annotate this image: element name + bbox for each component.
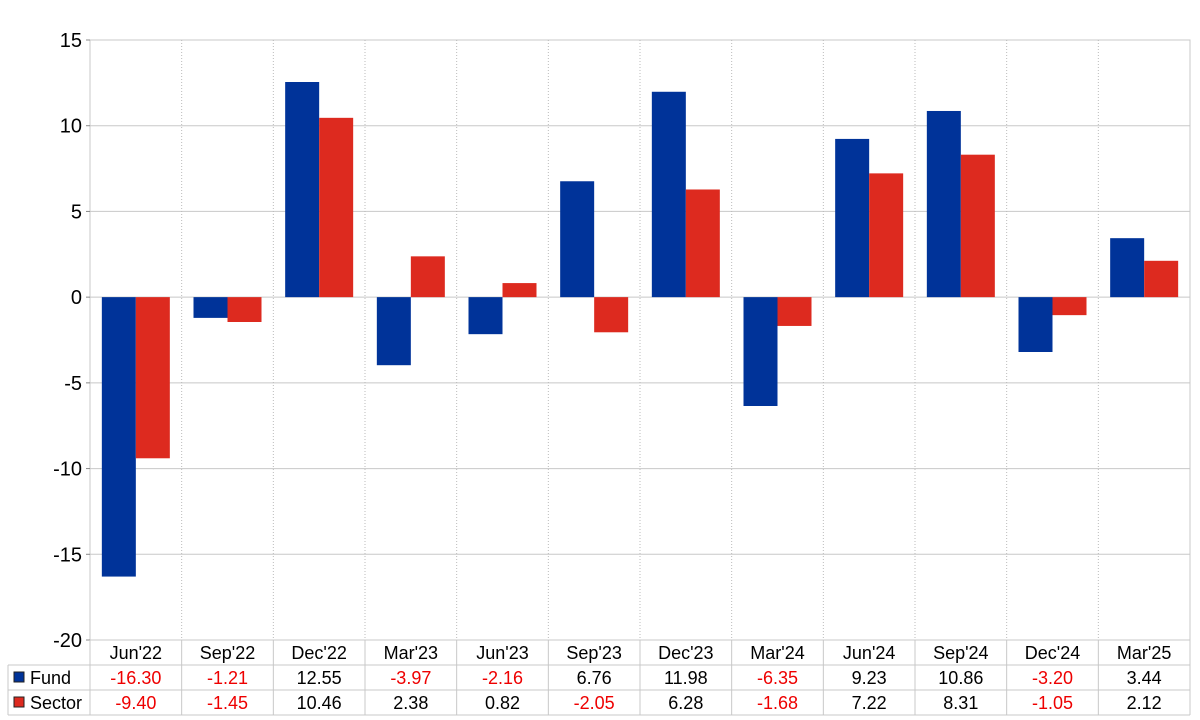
x-tick-label: Mar'25 xyxy=(1117,643,1171,663)
data-value-sector: -9.40 xyxy=(115,693,156,713)
bar-fund xyxy=(193,297,228,318)
data-value-fund: 9.23 xyxy=(852,668,887,688)
bar-sector xyxy=(869,173,904,298)
legend-swatch-fund xyxy=(13,671,25,683)
y-tick-label: -20 xyxy=(53,630,82,652)
bar-fund xyxy=(835,138,870,298)
y-tick-label: 15 xyxy=(60,30,82,52)
data-value-sector: 7.22 xyxy=(852,693,887,713)
data-value-fund: 6.76 xyxy=(577,668,612,688)
legend-label-fund: Fund xyxy=(30,668,71,688)
data-value-sector: 6.28 xyxy=(668,693,703,713)
bar-fund xyxy=(285,82,320,298)
bar-sector xyxy=(594,297,629,333)
x-tick-label: Jun'24 xyxy=(843,643,895,663)
bar-fund xyxy=(651,91,686,298)
bar-fund xyxy=(1018,297,1053,352)
legend-label-sector: Sector xyxy=(30,693,82,713)
data-value-sector: 0.82 xyxy=(485,693,520,713)
data-value-fund: -16.30 xyxy=(110,668,161,688)
grid xyxy=(89,39,1191,641)
data-value-sector: 10.46 xyxy=(297,693,342,713)
data-value-fund: 10.86 xyxy=(938,668,983,688)
data-value-sector: -1.45 xyxy=(207,693,248,713)
data-table: Jun'22 Sep'22 Dec'22 Mar'23 Jun'23 Sep'23 Dec'… xyxy=(7,640,1191,716)
bar-sector xyxy=(960,154,995,298)
data-value-sector: -1.05 xyxy=(1032,693,1073,713)
bars xyxy=(101,82,1179,577)
x-tick-label: Sep'22 xyxy=(200,643,256,663)
bar-fund xyxy=(743,297,778,406)
bar-sector xyxy=(319,117,354,298)
y-tick-label: -10 xyxy=(53,459,82,481)
bar-sector xyxy=(135,297,170,459)
data-value-sector: -2.05 xyxy=(574,693,615,713)
bar-sector xyxy=(227,297,262,322)
y-tick-label: 10 xyxy=(60,116,82,138)
data-value-sector: 2.12 xyxy=(1127,693,1162,713)
y-tick-label: -5 xyxy=(64,373,82,395)
x-tick-label: Mar'24 xyxy=(750,643,804,663)
bar-fund xyxy=(560,181,595,298)
x-tick-label: Jun'23 xyxy=(476,643,528,663)
bar-fund xyxy=(101,297,136,577)
data-value-fund: 12.55 xyxy=(297,668,342,688)
y-axis: 15 10 5 0 -5 -10 -15 -20 xyxy=(53,30,90,652)
data-value-fund: -2.16 xyxy=(482,668,523,688)
y-tick-label: 0 xyxy=(71,287,82,309)
bar-fund xyxy=(376,297,411,366)
legend-swatch-sector xyxy=(13,696,25,708)
data-value-sector: -1.68 xyxy=(757,693,798,713)
bar-fund xyxy=(926,110,961,298)
x-tick-label: Dec'23 xyxy=(658,643,713,663)
data-value-fund: 3.44 xyxy=(1127,668,1162,688)
x-tick-label: Dec'22 xyxy=(291,643,346,663)
data-value-sector: 8.31 xyxy=(943,693,978,713)
bar-fund xyxy=(1110,238,1145,298)
x-tick-label: Sep'24 xyxy=(933,643,989,663)
y-tick-label: 5 xyxy=(71,201,82,223)
data-value-fund: -6.35 xyxy=(757,668,798,688)
data-value-fund: -3.97 xyxy=(390,668,431,688)
bar-fund xyxy=(468,297,503,335)
x-tick-label: Sep'23 xyxy=(566,643,622,663)
x-tick-label: Mar'23 xyxy=(384,643,438,663)
bar-sector xyxy=(777,297,812,326)
x-tick-label: Dec'24 xyxy=(1025,643,1080,663)
bar-sector xyxy=(410,256,445,298)
data-value-sector: 2.38 xyxy=(393,693,428,713)
data-value-fund: 11.98 xyxy=(664,668,708,688)
bar-sector xyxy=(1144,260,1179,298)
bar-sector xyxy=(1052,297,1087,316)
bar-sector xyxy=(685,189,720,298)
y-tick-label: -15 xyxy=(53,544,82,566)
bar-sector xyxy=(502,283,537,298)
data-value-fund: -3.20 xyxy=(1032,668,1073,688)
data-value-fund: -1.21 xyxy=(207,668,248,688)
x-tick-label: Jun'22 xyxy=(110,643,162,663)
